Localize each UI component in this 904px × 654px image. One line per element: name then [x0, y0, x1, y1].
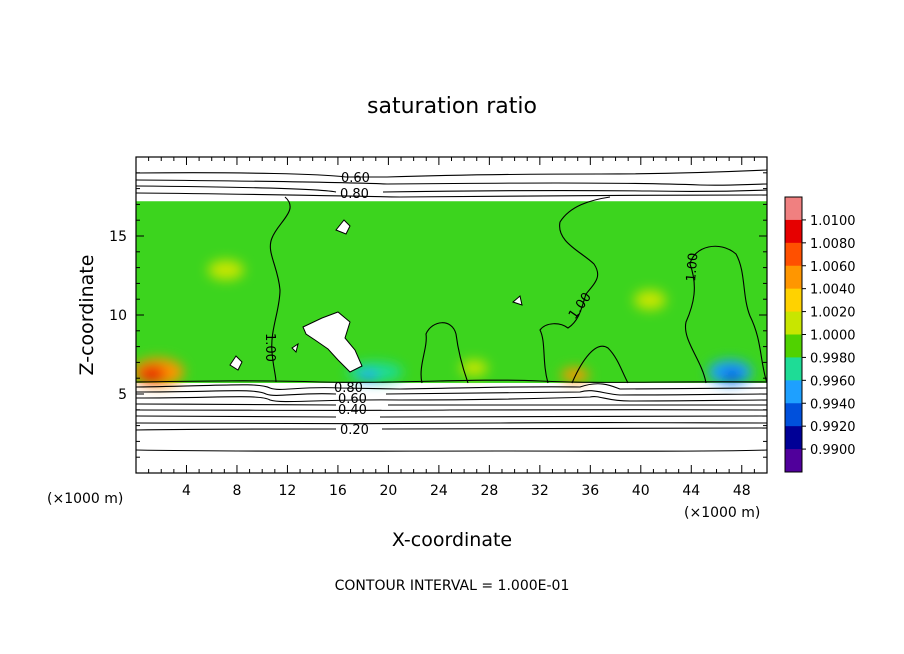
patch-16	[302, 311, 363, 373]
colorbar-swatch	[785, 380, 802, 404]
x-tick-label: 48	[733, 483, 751, 499]
contour-lower-040	[136, 415, 767, 418]
contour-surface-100	[136, 379, 767, 383]
colorbar-tick-label: 0.9940	[810, 397, 856, 412]
contour-label: 1.00	[262, 333, 277, 362]
saturation-field	[136, 201, 767, 383]
patch-16-small	[335, 219, 351, 235]
contours	[136, 169, 767, 452]
contour-label: 0.80	[340, 187, 369, 202]
colorbar: 1.0100 1.0080 1.0060 1.0040 1.0020 1.0000 0.99…	[784, 196, 856, 473]
x-tick-label: 20	[379, 483, 397, 499]
anomaly-blue-18	[358, 371, 378, 381]
contour-upper-080	[136, 185, 767, 193]
x-axis-label: X-coordinate	[392, 529, 512, 551]
colorbar-swatch	[785, 197, 802, 221]
x-tick-label: 36	[581, 483, 599, 499]
colorbar-swatch	[785, 288, 802, 313]
contour-lower-020	[136, 427, 767, 431]
contour-lower-030	[136, 422, 767, 425]
colorbar-tick-label: 1.0100	[810, 214, 856, 229]
contour-upper-060	[136, 169, 767, 178]
field-anomalies	[136, 260, 752, 386]
contour-lower-070	[136, 396, 767, 403]
colorbar-swatch	[785, 311, 802, 335]
contour-label: 0.20	[340, 423, 369, 438]
x-tick-label: 12	[279, 483, 297, 499]
contour-label: 1.00	[684, 252, 701, 282]
colorbar-swatch	[785, 426, 802, 450]
colorbar-tick-label: 1.0000	[810, 329, 856, 344]
colorbar-tick-label: 1.0080	[810, 237, 856, 252]
contour-lower-080	[136, 390, 767, 396]
x-tick-label: 16	[329, 483, 347, 499]
contour-lower-090	[136, 383, 767, 390]
contour-interval-note: CONTOUR INTERVAL = 1.000E-01	[335, 578, 570, 594]
chart-title: saturation ratio	[367, 94, 537, 119]
patch-31	[512, 295, 523, 306]
anomaly-warm-33	[561, 368, 589, 382]
contour-100-x38	[571, 345, 629, 384]
x-tick-label: 8	[232, 483, 241, 499]
unsaturated-patches	[229, 219, 523, 373]
contour-100-x46	[684, 245, 767, 384]
contour-100-x34	[539, 196, 611, 384]
x-unit-label: (×1000 m)	[684, 505, 760, 521]
contour-upper-070	[136, 179, 767, 186]
colorbar-tick-label: 0.9900	[810, 443, 856, 458]
colorbar-swatch	[785, 334, 802, 358]
y-tick-label: 10	[109, 308, 127, 324]
contour-label: 0.60	[338, 392, 367, 407]
anomaly-cold-46	[722, 370, 742, 382]
contour-label: 0.80	[334, 381, 363, 396]
colorbar-swatch	[785, 449, 802, 473]
contour-label: 0.60	[341, 171, 370, 186]
contour-upper-090	[136, 192, 767, 198]
x-tick-label: 40	[632, 483, 650, 499]
patch-7	[229, 355, 243, 371]
contour-100-x12	[269, 196, 291, 383]
anomaly-yellow-41	[634, 290, 666, 310]
contour-label: 0.40	[338, 403, 367, 418]
colorbar-swatch	[785, 219, 802, 244]
colorbar-swatch	[785, 357, 802, 381]
colorbar-tick-label: 1.0060	[810, 260, 856, 275]
y-tick-labels: 5 10 15	[109, 229, 127, 403]
colorbar-swatch	[785, 403, 802, 427]
anomaly-yellow-27	[460, 360, 488, 376]
x-tick-labels: 4 8 12 16 20 24 28 32 36 40 44 48	[182, 483, 751, 499]
colorbar-tick-label: 0.9920	[810, 420, 856, 435]
y-axis-label: Z-coordinate	[76, 255, 98, 376]
patch-10	[291, 342, 299, 353]
colorbar-tick-label: 1.0040	[810, 283, 856, 298]
anomaly-hot-left	[138, 366, 166, 382]
tick-marks	[136, 157, 767, 473]
x-tick-label: 32	[531, 483, 549, 499]
anomaly-yellow-8	[208, 260, 244, 280]
x-tick-label: 4	[182, 483, 191, 499]
y-unit-label: (×1000 m)	[47, 491, 123, 507]
contour-lower-010	[136, 449, 767, 452]
contour-lower-050	[136, 409, 767, 411]
contour-100-x24	[420, 322, 469, 384]
colorbar-tick-label: 1.0020	[810, 306, 856, 321]
x-tick-label: 28	[480, 483, 498, 499]
colorbar-tick-label: 0.9960	[810, 374, 856, 389]
plot-area	[136, 201, 767, 386]
y-tick-label: 5	[118, 387, 127, 403]
colorbar-swatch	[785, 265, 802, 290]
contour-lower-060	[136, 403, 767, 406]
x-tick-label: 44	[682, 483, 700, 499]
colorbar-swatch	[785, 242, 802, 267]
colorbar-tick-label: 0.9980	[810, 351, 856, 366]
x-tick-label: 24	[430, 483, 448, 499]
y-tick-label: 15	[109, 229, 127, 245]
